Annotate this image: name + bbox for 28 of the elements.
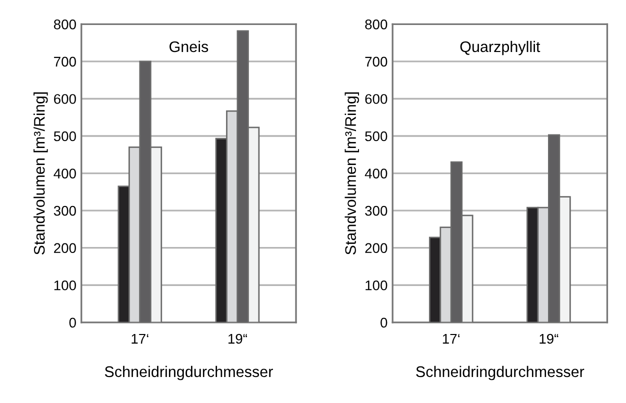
- text: Quarzphyllit: [460, 40, 540, 56]
- text: Gneis: [170, 40, 208, 52]
- y-tick-label: 200: [54, 243, 76, 254]
- y-tick-label: 0: [380, 318, 388, 328]
- y-axis-title: Standvolumen [m³/Ring]: [344, 92, 360, 255]
- y-tick-label: 800: [54, 20, 76, 30]
- x-axis-title: Schneidringdurchmesser: [416, 366, 584, 380]
- x-tick-label: 17‘: [132, 334, 148, 344]
- y-tick-label: 600: [365, 94, 388, 104]
- y-tick-label: 400: [54, 168, 76, 178]
- y-tick-label: 400: [364, 168, 388, 178]
- y-tick-label: 100: [54, 280, 76, 290]
- y-tick-label: 300: [54, 206, 76, 216]
- y-tick-label: 800: [365, 20, 388, 30]
- y-tick-label: 700: [54, 56, 76, 67]
- x-axis-title: Schneidringdurchmesser: [104, 366, 273, 380]
- y-tick-label: 500: [54, 131, 76, 142]
- y-tick-label: 600: [54, 94, 76, 104]
- y-tick-label: 100: [366, 280, 388, 290]
- x-tick-label: 19“: [228, 334, 248, 344]
- y-tick-label: 0: [69, 318, 76, 328]
- y-axis-title: Standvolumen [m³/Ring]: [34, 92, 48, 255]
- y-tick-label: 300: [365, 206, 388, 216]
- y-tick-label: 500: [365, 131, 388, 142]
- x-tick-label: 19“: [540, 334, 558, 344]
- x-tick-label: 17‘: [442, 334, 460, 344]
- y-tick-label: 700: [365, 56, 388, 67]
- y-tick-label: 200: [365, 243, 388, 254]
